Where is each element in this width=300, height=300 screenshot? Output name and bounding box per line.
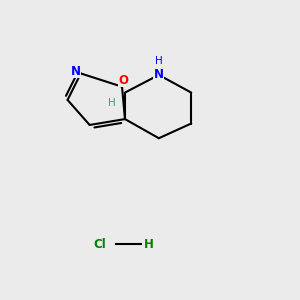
Text: H: H [144,238,154,251]
Text: H: H [108,98,116,108]
Text: Cl: Cl [94,238,106,251]
Text: N: N [154,68,164,81]
Text: N: N [70,64,80,78]
Text: O: O [118,74,128,87]
Text: H: H [155,56,163,66]
